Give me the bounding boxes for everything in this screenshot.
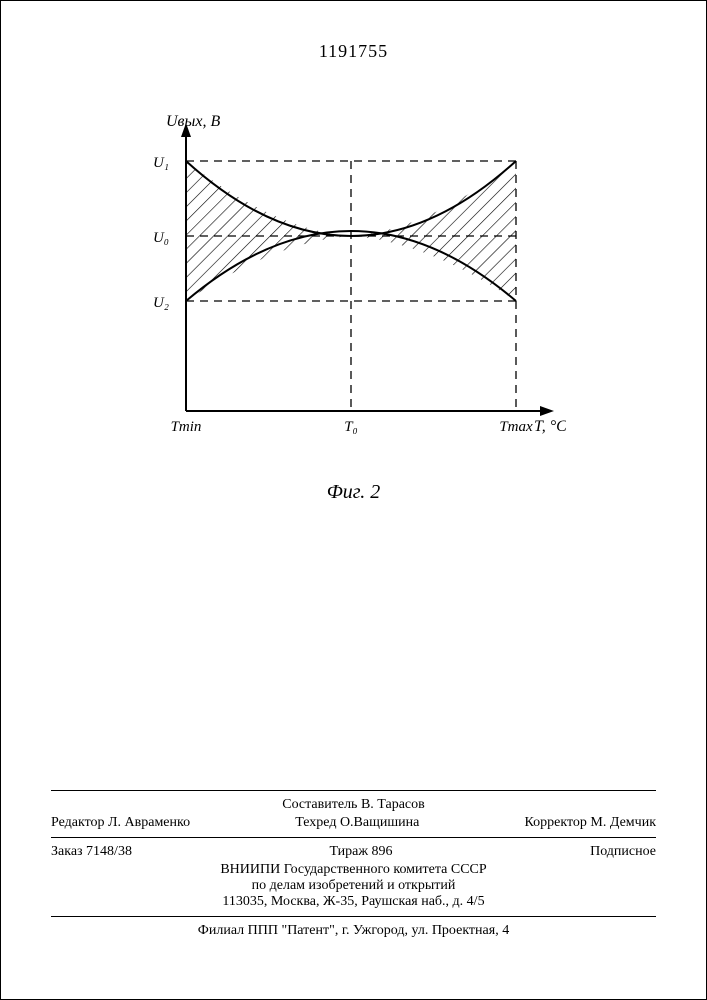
y-tick-u2: U₂ (153, 295, 169, 311)
branch-line: Филиал ППП "Патент", г. Ужгород, ул. Про… (51, 923, 656, 939)
subscription: Подписное (590, 844, 656, 860)
organization-line-2: по делам изобретений и открытий (51, 878, 656, 894)
x-tick-tmin: Tmin (171, 419, 202, 435)
organization-line-1: ВНИИПИ Государственного комитета СССР (51, 862, 656, 878)
editor: Редактор Л. Авраменко (51, 815, 190, 831)
y-axis-label: Uвых, В (166, 113, 220, 130)
x-tick-tmax: Tmax (499, 419, 533, 435)
document-page: 1191755 (0, 0, 707, 1000)
compiler-line: Составитель В. Тарасов (51, 797, 656, 813)
y-tick-u1: U₁ (153, 155, 169, 171)
y-tick-u0: U₀ (153, 230, 169, 246)
document-number: 1191755 (319, 41, 388, 62)
address-line: 113035, Москва, Ж-35, Раушская наб., д. … (51, 894, 656, 910)
x-tick-t0: T₀ (344, 419, 358, 435)
tech-editor: Техред О.Ващишина (295, 815, 419, 831)
order-number: Заказ 7148/38 (51, 844, 132, 860)
chart-svg: Uвых, В T, °C U₁ U₀ U₂ Tmin T₀ Tmax (126, 111, 566, 471)
colophon-footer: Составитель В. Тарасов Редактор Л. Аврам… (51, 784, 656, 939)
x-axis-label: T, °C (534, 418, 566, 435)
corrector: Корректор М. Демчик (525, 815, 656, 831)
figure-2-chart: Uвых, В T, °C U₁ U₀ U₂ Tmin T₀ Tmax (126, 111, 566, 471)
figure-caption: Фиг. 2 (327, 481, 381, 504)
tirazh: Тираж 896 (329, 844, 392, 860)
x-axis-arrow (540, 406, 554, 416)
